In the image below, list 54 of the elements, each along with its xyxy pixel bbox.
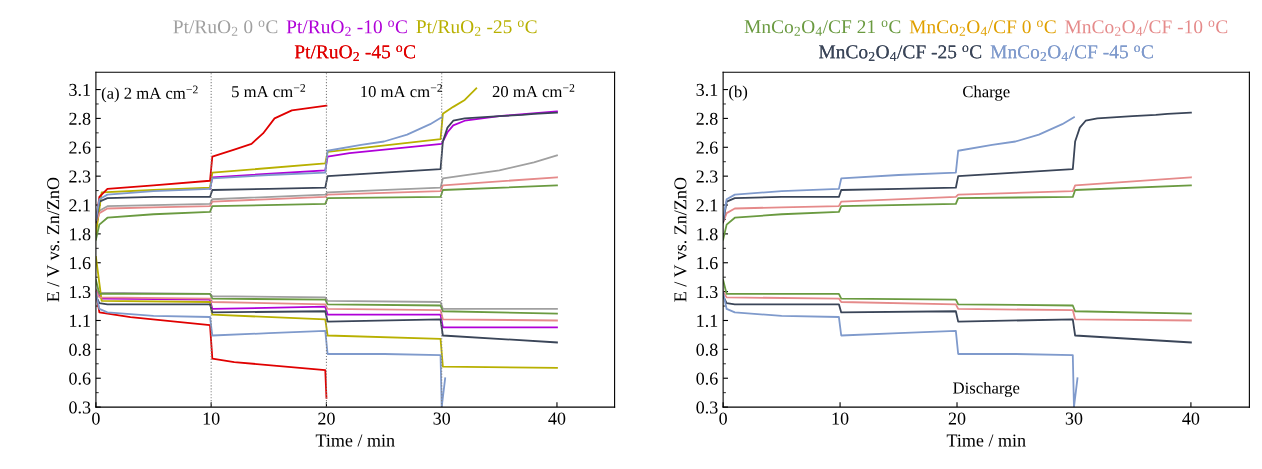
- text: MnCo$_{2}$O$_{4}$/CF -45 $^{o}$C: [990, 45, 1153, 61]
- annotation: 10 mA cm$^{−2}$: [361, 84, 443, 98]
- y-tick-label: 1.3: [70, 285, 91, 299]
- x-axis-title: Time / min: [315, 434, 395, 447]
- y-tick-label: 0.6: [69, 372, 91, 385]
- y-tick-label: 1.6: [697, 257, 718, 270]
- text: Pt/RuO$_{2}$ 0 $^{o}$C: [173, 20, 278, 36]
- text: Pt/RuO$_{2}$ -25 $^{o}$C: [416, 20, 537, 36]
- x-axis-title: Time / min: [946, 434, 1026, 447]
- annotation: Charge: [963, 85, 1010, 101]
- text: Pt/RuO$_{2}$ -10 $^{o}$C: [286, 20, 407, 36]
- y-tick-label: 0.6: [696, 372, 718, 385]
- x-tick-label: 20: [948, 412, 966, 425]
- x-tick-label: 40: [1182, 412, 1200, 425]
- y-tick-label: 0.8: [69, 343, 91, 356]
- x-tick-label: 10: [203, 412, 220, 425]
- y-tick-label: 2.1: [69, 199, 90, 212]
- y-tick-label: 1.1: [70, 314, 90, 328]
- y-tick-label: 1.8: [697, 228, 718, 241]
- y-tick-label: 3.1: [69, 83, 90, 97]
- y-tick-label: 1.3: [697, 285, 718, 299]
- y-tick-label: 3.1: [696, 83, 718, 97]
- x-tick-label: 0: [92, 412, 100, 425]
- y-tick-label: 1.1: [697, 314, 718, 328]
- y-tick-label: 1.6: [70, 257, 91, 270]
- y-axis-title: E / V vs. Zn/ZnO: [47, 177, 60, 302]
- x-tick-label: 0: [719, 412, 727, 425]
- x-tick-label: 10: [832, 412, 849, 425]
- y-axis-title: E / V vs. Zn/ZnO: [674, 177, 687, 302]
- y-tick-label: 2.3: [69, 170, 91, 183]
- annotation: Discharge: [953, 381, 1020, 398]
- y-tick-label: 2.1: [696, 199, 718, 212]
- y-tick-label: 2.8: [69, 112, 91, 125]
- annotation: (b): [729, 85, 748, 101]
- y-tick-label: 2.8: [696, 112, 718, 125]
- x-tick-label: 20: [318, 412, 335, 425]
- text: Pt/RuO$_{2}$ -45 $^{o}$C: [294, 45, 415, 61]
- y-tick-label: 0.3: [696, 401, 718, 414]
- x-tick-label: 40: [548, 412, 566, 425]
- x-tick-label: 30: [433, 412, 451, 425]
- legend-label: MnCo$_{2}$O$_{4}$/CF 0 $^{o}$C: [909, 20, 1056, 36]
- text: MnCo$_{2}$O$_{4}$/CF 21 $^{o}$C: [744, 20, 901, 36]
- annotation: (a) 2 mA cm$^{−2}$: [101, 85, 198, 103]
- text: MnCo$_{2}$O$_{4}$/CF -25 $^{o}$C: [819, 45, 982, 61]
- y-tick-label: 2.3: [696, 170, 718, 183]
- annotation: 5 mA cm$^{−2}$: [232, 84, 306, 98]
- y-tick-label: 2.6: [696, 141, 718, 154]
- y-tick-label: 0.8: [696, 343, 718, 356]
- y-tick-label: 1.8: [70, 228, 91, 241]
- annotation: 20 mA cm$^{−2}$: [492, 84, 575, 98]
- y-tick-label: 0.3: [69, 401, 91, 414]
- y-tick-label: 2.6: [69, 141, 91, 154]
- x-tick-label: 30: [1065, 412, 1083, 425]
- text: MnCo$_{2}$O$_{4}$/CF -10 $^{o}$C: [1065, 20, 1228, 36]
